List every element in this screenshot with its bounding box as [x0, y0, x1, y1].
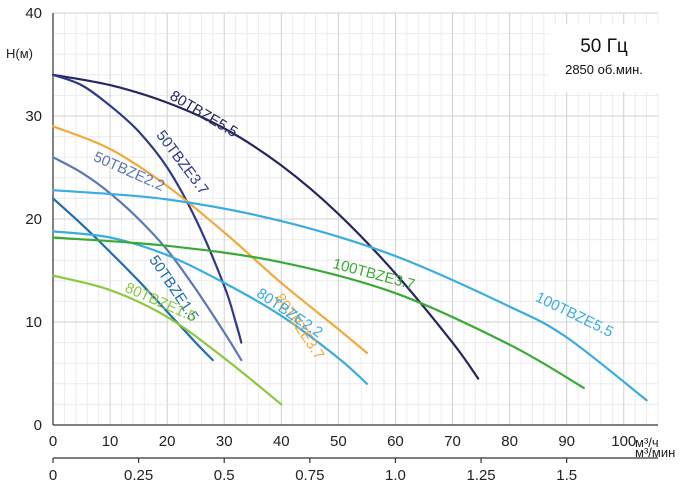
- x-axis-label: м³/ч: [635, 435, 659, 450]
- x-tick-label: 70: [444, 433, 461, 450]
- y-tick-label: 20: [25, 211, 42, 228]
- x-tick-label: 90: [558, 433, 575, 450]
- y-axis-label: H(м): [6, 46, 33, 61]
- tick-labels: 0 10 20 30 40 0 10 20 30 40 50 60 70 80 90 100 0 0.25 0.5 0…: [25, 5, 636, 484]
- series-line-80tbze5-5: [51, 73, 480, 380]
- x2-axis-label: м³/мин: [635, 445, 675, 460]
- y-tick-label: 10: [25, 314, 42, 331]
- x-tick-label: 30: [216, 433, 233, 450]
- frequency-label: 50 Гц: [580, 36, 628, 57]
- series-line-50tbze1-5: [51, 197, 214, 362]
- x2-tick-label: 1.25: [466, 467, 495, 484]
- y-tick-label: 0: [34, 417, 42, 434]
- series-line-100tbze3-7: [51, 236, 585, 389]
- x2-tick-label: 0: [49, 467, 57, 484]
- x-tick-label: 80: [501, 433, 518, 450]
- x-tick-label: 10: [102, 433, 119, 450]
- x-tick-label: 40: [273, 433, 290, 450]
- series-curves: [51, 73, 648, 406]
- series-line-80tbze3-7: [51, 125, 368, 354]
- series-line-80tbze1-5: [51, 274, 283, 406]
- x-tick-label: 100: [611, 433, 636, 450]
- series-label-100tbze5-5: 100TBZE5.5: [533, 289, 616, 341]
- annotation-box: [549, 24, 659, 92]
- series-line-80tbze2-2: [51, 230, 368, 385]
- x2-tick-label: 1.0: [385, 467, 406, 484]
- x2-tick-label: 0.5: [214, 467, 235, 484]
- y-tick-label: 40: [25, 5, 42, 22]
- series-label-80tbze2-2: 80TBZE2.2: [253, 285, 325, 342]
- series-line-50tbze3-7: [51, 73, 243, 344]
- series-line-100tbze5-5: [51, 189, 648, 402]
- x-tick-label: 0: [49, 433, 57, 450]
- series-label-100tbze3-7: 100TBZE3.7: [331, 255, 417, 293]
- x2-tick-label: 0.75: [295, 467, 324, 484]
- axes: [52, 13, 658, 463]
- speed-label: 2850 об.мин.: [565, 62, 643, 77]
- x-tick-label: 50: [330, 433, 347, 450]
- x-tick-label: 20: [159, 433, 176, 450]
- x2-tick-label: 1.5: [556, 467, 577, 484]
- y-tick-label: 30: [25, 108, 42, 125]
- series-line-50tbze2-2: [51, 156, 243, 362]
- x2-tick-label: 0.25: [124, 467, 153, 484]
- x-tick-label: 60: [387, 433, 404, 450]
